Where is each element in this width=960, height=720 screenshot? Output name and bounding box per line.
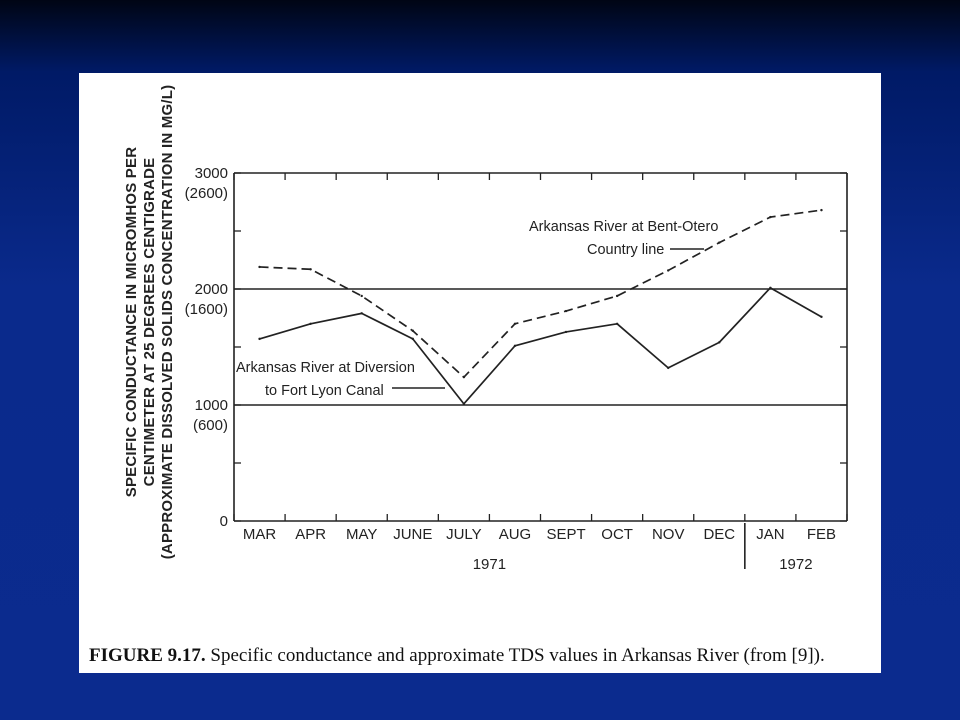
figure-caption: FIGURE 9.17. Specific conductance and ap…	[89, 645, 879, 667]
data-point-fort-lyon-july	[462, 402, 466, 406]
data-point-fort-lyon-may	[360, 312, 363, 315]
x-tick-label-feb: FEB	[807, 526, 836, 543]
x-tick-label-mar: MAR	[243, 526, 277, 543]
y-tick-label-0: 0	[220, 513, 228, 530]
x-tick-label-dec: DEC	[703, 526, 735, 543]
data-point-bent-otero-july	[462, 375, 466, 379]
x-tick-label-jan: JAN	[756, 526, 784, 543]
x-tick-label-nov: NOV	[652, 526, 685, 543]
series-label-fort-lyon-line1: Arkansas River at Diversion	[236, 360, 415, 376]
y-tick-label-3000: (2600)	[185, 185, 228, 202]
line-chart: 0 1000 (600) 2000 (1600) 3000 (2600) MAR APR MAY…	[123, 85, 848, 573]
y-axis-label-line1: SPECIFIC CONDUCTANCE IN MICROMHOS PER	[123, 147, 140, 497]
data-point-bent-otero-feb	[820, 208, 823, 212]
series-label-bent-otero-line2: Country line	[587, 242, 664, 258]
data-point-fort-lyon-sept	[564, 330, 568, 334]
y-tick-label-2000: 2000	[195, 281, 228, 298]
x-tick-label-may: MAY	[346, 526, 377, 543]
figure-number: FIGURE 9.17.	[89, 645, 206, 666]
series-line-fort-lyon	[259, 286, 822, 405]
x-tick-label-aug: AUG	[499, 526, 532, 543]
year-label-1972: 1972	[779, 556, 812, 573]
data-point-fort-lyon-dec	[718, 341, 721, 344]
y-axis-label-line2: CENTIMETER AT 25 DEGREES CENTIGRADE	[141, 158, 158, 487]
data-point-bent-otero-may	[360, 294, 363, 298]
data-point-fort-lyon-mar	[258, 337, 261, 341]
data-point-bent-otero-sept	[564, 309, 568, 313]
x-tick-label-oct: OCT	[601, 526, 633, 543]
series-line-bent-otero	[259, 209, 822, 379]
data-point-bent-otero-nov	[667, 269, 670, 272]
x-tick-label-sept: SEPT	[546, 526, 585, 543]
x-tick-label-apr: APR	[295, 526, 326, 543]
data-point-bent-otero-apr	[309, 268, 312, 271]
y-tick-label-1000: 1000	[195, 397, 228, 414]
data-point-bent-otero-june	[411, 329, 414, 332]
data-point-fort-lyon-oct	[615, 322, 619, 325]
data-point-bent-otero-aug	[513, 322, 517, 325]
data-point-fort-lyon-jan	[769, 286, 772, 290]
data-point-fort-lyon-apr	[309, 322, 312, 325]
data-point-fort-lyon-june	[411, 337, 414, 341]
data-point-bent-otero-jan	[769, 215, 772, 219]
y-tick-label-3000: 3000	[195, 165, 228, 182]
figure-caption-text: Specific conductance and approximate TDS…	[210, 645, 825, 666]
data-point-fort-lyon-nov	[667, 366, 670, 370]
data-point-fort-lyon-feb	[820, 315, 823, 319]
year-label-1971: 1971	[473, 556, 506, 573]
data-point-bent-otero-oct	[615, 294, 619, 298]
x-tick-label-july: JULY	[446, 526, 482, 543]
series-label-bent-otero-line1: Arkansas River at Bent-Otero	[529, 219, 718, 235]
y-tick-label-1000: (600)	[193, 417, 228, 434]
data-point-fort-lyon-aug	[513, 344, 517, 348]
series-label-fort-lyon-line2: to Fort Lyon Canal	[265, 383, 384, 399]
y-axis-label-line3: (APPROXIMATE DISSOLVED SOLIDS CONCENTRAT…	[159, 85, 176, 560]
figure-panel: 0 1000 (600) 2000 (1600) 3000 (2600) MAR APR MAY…	[79, 73, 881, 673]
y-tick-label-2000: (1600)	[185, 301, 228, 318]
data-point-bent-otero-mar	[258, 265, 261, 269]
x-tick-label-june: JUNE	[393, 526, 432, 543]
data-point-bent-otero-dec	[718, 241, 721, 244]
